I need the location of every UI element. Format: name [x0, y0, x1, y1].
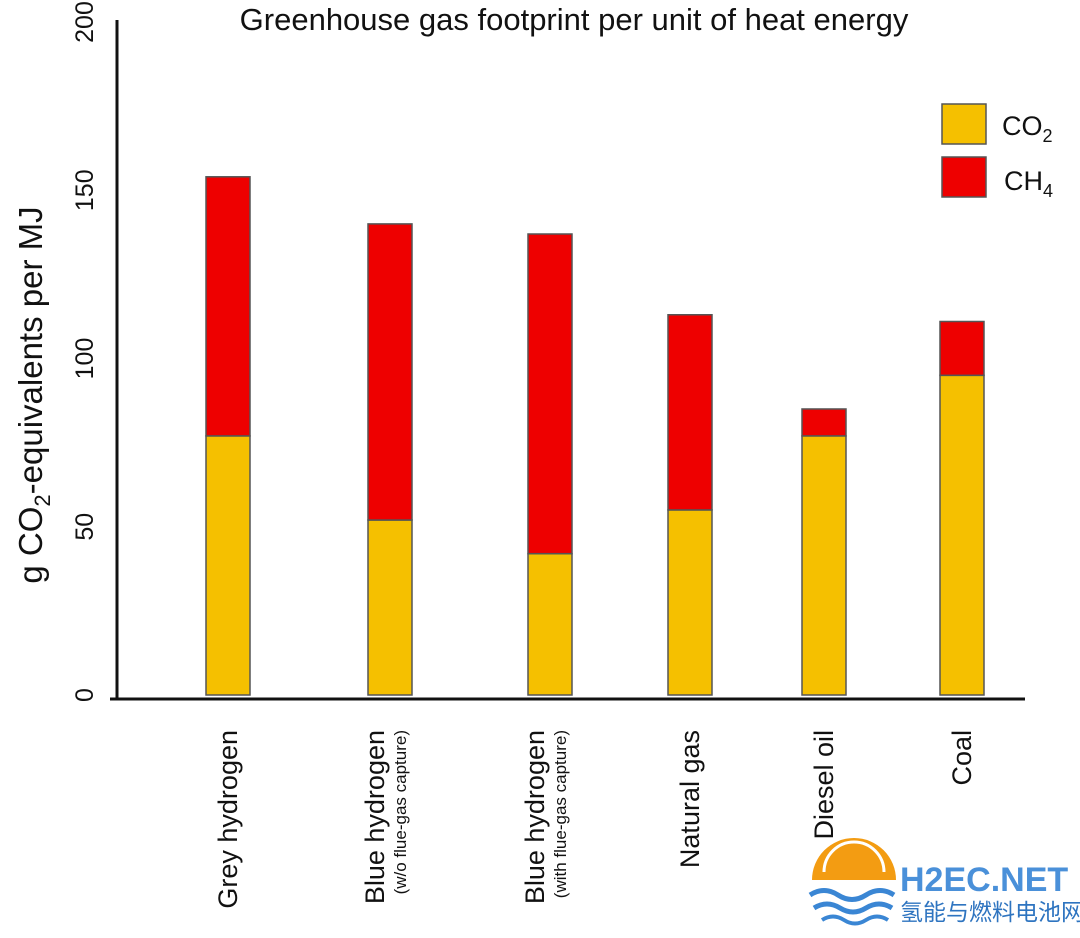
watermark-logo-icon — [808, 838, 896, 926]
bar-segment-ch4 — [801, 408, 847, 437]
y-axis-label-subscript: 2 — [30, 494, 55, 506]
x-tick-label: Blue hydrogen — [520, 730, 550, 904]
bar-segment-co2 — [205, 435, 251, 696]
y-tick-label: 0 — [71, 688, 99, 702]
x-tick-sublabel: (w/o flue-gas capture) — [391, 730, 410, 894]
x-tick-label: Coal — [947, 730, 977, 786]
watermark-subtext: 氢能与燃料电池网 — [900, 900, 1080, 926]
x-tick-label: Grey hydrogen — [213, 730, 243, 909]
legend: CO2 CH4 — [941, 103, 1053, 201]
watermark-text: H2EC.NET — [900, 861, 1068, 899]
bar-segment-ch4 — [667, 314, 713, 511]
legend-label-ch4: CH4 — [1004, 166, 1053, 201]
y-axis-ticks: 0 50 100 150 200 — [71, 1, 99, 702]
legend-swatch-ch4 — [941, 156, 987, 198]
bar-segment-ch4 — [205, 176, 251, 437]
y-tick-label: 200 — [71, 1, 99, 43]
y-axis-label-part: g CO — [12, 507, 49, 584]
x-tick-sublabel: (with flue-gas capture) — [551, 730, 570, 898]
bar-segment-co2 — [667, 509, 713, 696]
x-tick-label: Natural gas — [675, 730, 705, 868]
bar-segment-co2 — [801, 435, 847, 696]
x-tick-label: Blue hydrogen — [360, 730, 390, 904]
x-axis-labels: Grey hydrogen Blue hydrogen (w/o flue-gas … — [213, 730, 977, 909]
bar-segment-ch4 — [939, 320, 985, 377]
y-tick-label: 100 — [71, 338, 99, 380]
legend-swatch-co2 — [941, 103, 987, 145]
watermark: H2EC.NET 氢能与燃料电池网 — [808, 838, 1080, 926]
y-axis-label-part: -equivalents per MJ — [12, 206, 49, 494]
bars — [205, 176, 985, 696]
chart-title: Greenhouse gas footprint per unit of hea… — [240, 2, 909, 37]
bar-segment-co2 — [527, 552, 573, 696]
y-axis-label: g CO2-equivalents per MJ — [12, 206, 55, 583]
bar-segment-ch4 — [527, 233, 573, 555]
x-tick-label: Diesel oil — [809, 730, 839, 840]
y-tick-label: 150 — [71, 169, 99, 211]
bar-segment-ch4 — [367, 223, 413, 521]
legend-label-co2: CO2 — [1002, 111, 1053, 146]
bar-segment-co2 — [939, 374, 985, 696]
y-tick-label: 50 — [71, 513, 99, 541]
bar-segment-co2 — [367, 519, 413, 696]
